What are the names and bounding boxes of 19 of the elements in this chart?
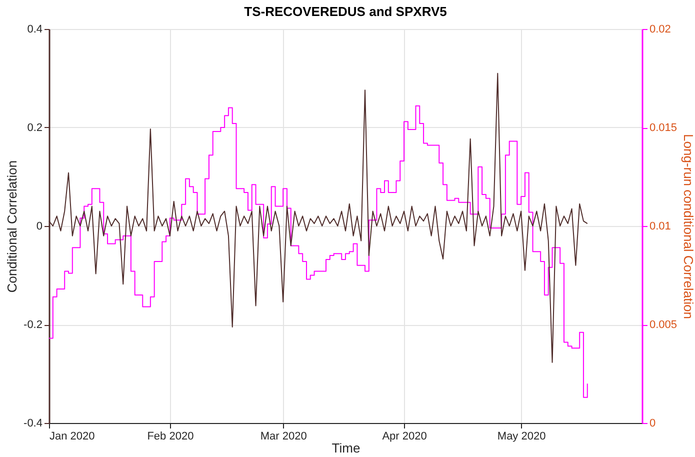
y2-tick-label: 0.005 — [650, 319, 678, 331]
y-tick-label: -0.2 — [24, 319, 42, 331]
y-tick-label: 0 — [36, 220, 42, 232]
y-tick-label: -0.4 — [24, 418, 42, 430]
y2-tick-label: 0 — [650, 418, 656, 430]
chart-title: TS-RECOVEREDUS and SPXRV5 — [244, 4, 447, 19]
x-tick-label: Feb 2020 — [147, 430, 194, 442]
x-tick-label: Apr 2020 — [382, 430, 427, 442]
y2-tick-label: 0.01 — [650, 220, 671, 232]
y2-axis-title: Long-run conditional Correlation — [681, 134, 695, 320]
y-tick-label: 0.2 — [27, 122, 42, 134]
y2-tick-label: 0.015 — [650, 122, 678, 134]
y-axis-title: Conditional Correlation — [4, 160, 20, 293]
y2-tick-label: 0.02 — [650, 24, 671, 36]
x-axis-title: Time — [332, 440, 360, 456]
x-tick-label: Mar 2020 — [260, 430, 307, 442]
x-tick-label: Jan 2020 — [50, 430, 95, 442]
y-tick-label: 0.4 — [27, 24, 42, 36]
x-tick-label: May 2020 — [497, 430, 546, 442]
